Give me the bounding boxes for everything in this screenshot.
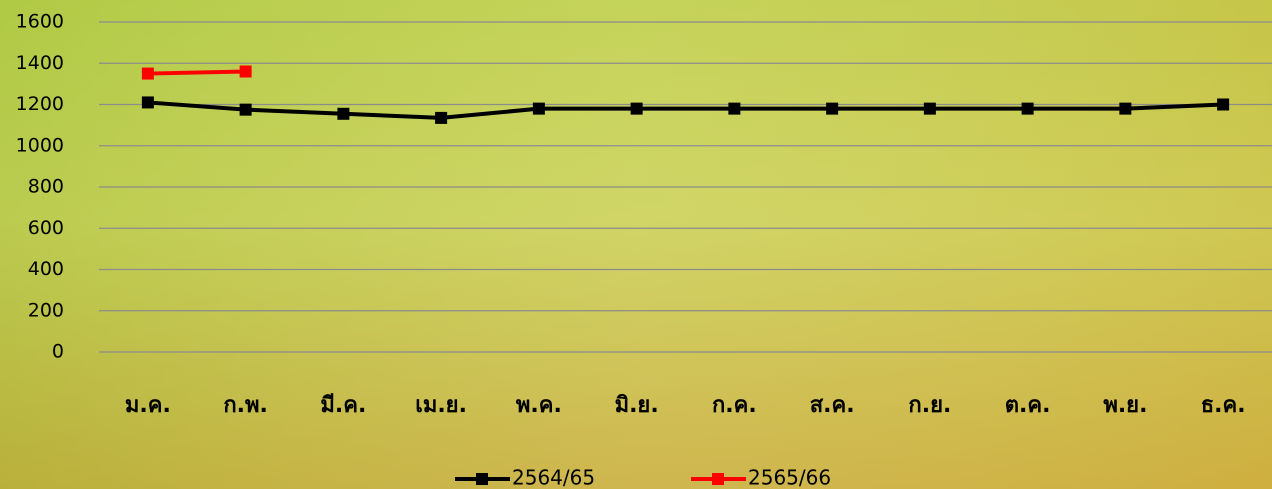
y-tick-label: 0 xyxy=(52,341,64,363)
x-tick-label: ส.ค. xyxy=(810,393,855,418)
marker xyxy=(239,103,252,116)
marker xyxy=(1119,102,1132,115)
marker xyxy=(1217,98,1230,111)
legend-label: 2565/66 xyxy=(748,466,831,489)
y-tick-label: 600 xyxy=(28,217,64,239)
x-tick-label: ก.พ. xyxy=(223,393,268,418)
x-tick-label: มี.ค. xyxy=(320,393,366,418)
x-tick-label: มิ.ย. xyxy=(615,393,659,418)
marker xyxy=(435,111,448,124)
marker xyxy=(239,65,252,78)
y-tick-label: 400 xyxy=(28,258,64,280)
x-tick-label: ก.ค. xyxy=(712,393,757,418)
y-tick-label: 800 xyxy=(28,176,64,198)
marker xyxy=(532,102,545,115)
legend-label: 2564/65 xyxy=(512,466,595,489)
x-tick-label: ก.ย. xyxy=(908,393,951,418)
y-tick-label: 1200 xyxy=(16,93,64,115)
x-tick-label: เม.ย. xyxy=(415,393,467,418)
marker xyxy=(630,102,643,115)
x-tick-label: ต.ค. xyxy=(1005,393,1051,418)
x-tick-label: ธ.ค. xyxy=(1201,393,1246,418)
y-tick-label: 1600 xyxy=(16,11,64,33)
x-tick-label: พ.ย. xyxy=(1103,393,1147,418)
x-tick-label: พ.ค. xyxy=(516,393,562,418)
y-tick-label: 200 xyxy=(28,299,64,321)
legend-marker xyxy=(712,473,724,485)
marker xyxy=(1021,102,1034,115)
y-tick-label: 1000 xyxy=(16,134,64,156)
series-line xyxy=(147,100,1224,120)
marker xyxy=(923,102,936,115)
marker xyxy=(337,107,350,120)
y-tick-label: 1400 xyxy=(16,52,64,74)
series-line xyxy=(147,69,246,76)
x-tick-label: ม.ค. xyxy=(125,393,171,418)
marker xyxy=(728,102,741,115)
legend-marker xyxy=(476,473,488,485)
marker xyxy=(141,67,154,80)
marker xyxy=(141,96,154,109)
marker xyxy=(826,102,839,115)
